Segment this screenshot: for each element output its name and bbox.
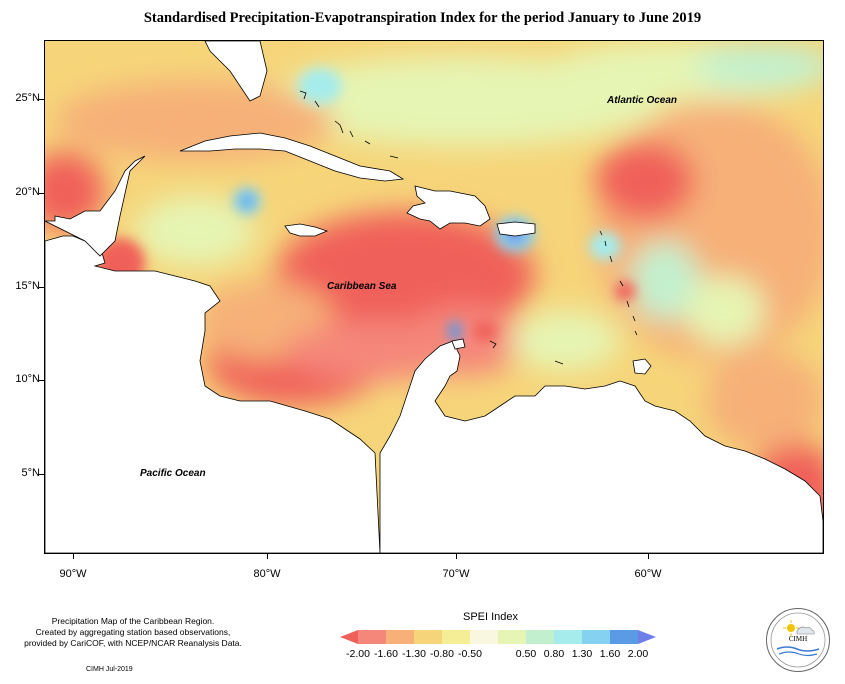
legend-swatch-arrow-low xyxy=(340,630,358,644)
legend-label: -1.60 xyxy=(374,648,398,660)
spei-map: Atlantic Ocean Caribbean Sea Pacific Oce… xyxy=(44,40,824,554)
lat-tickmark xyxy=(39,474,44,475)
legend-label: -0.50 xyxy=(458,648,482,660)
legend-label: 1.30 xyxy=(571,648,593,660)
lon-tickmark xyxy=(456,554,457,559)
lat-tick-20: 20°N xyxy=(15,186,40,198)
credits-line-3: provided by CariCOF, with NCEP/NCAR Rean… xyxy=(24,638,242,648)
lat-tickmark xyxy=(39,380,44,381)
legend-label: 0.80 xyxy=(543,648,565,660)
lat-tickmark xyxy=(39,287,44,288)
lat-tickmark xyxy=(39,193,44,194)
legend-label: 0.50 xyxy=(515,648,537,660)
caribbean-sea-label: Caribbean Sea xyxy=(327,281,397,292)
legend-title: SPEI Index xyxy=(463,611,519,623)
atlantic-ocean-label: Atlantic Ocean xyxy=(607,95,678,106)
spei-map-graphic xyxy=(45,41,823,553)
legend-label: -2.00 xyxy=(346,648,370,660)
lon-tick-90: 90°W xyxy=(59,568,87,580)
legend-swatch xyxy=(526,630,554,644)
lon-tick-80: 80°W xyxy=(253,568,281,580)
legend-swatch xyxy=(610,630,638,644)
lon-tick-70: 70°W xyxy=(442,568,470,580)
lat-tick-5: 5°N xyxy=(21,467,40,479)
lat-tick-25: 25°N xyxy=(15,92,40,104)
legend-swatch xyxy=(442,630,470,644)
lat-tickmark xyxy=(39,99,44,100)
legend-label: -0.80 xyxy=(430,648,454,660)
legend-swatch xyxy=(414,630,442,644)
legend-label: 1.60 xyxy=(599,648,621,660)
lat-tick-15: 15°N xyxy=(15,280,40,292)
legend-swatch xyxy=(554,630,582,644)
legend-swatch xyxy=(498,630,526,644)
credits-date: CIMH Jul-2019 xyxy=(86,666,133,673)
legend-swatch xyxy=(358,630,386,644)
legend-label: 2.00 xyxy=(627,648,649,660)
lon-tickmark xyxy=(267,554,268,559)
legend-colorbar xyxy=(340,630,656,644)
map-title: Standardised Precipitation-Evapotranspir… xyxy=(143,10,702,26)
legend-swatch xyxy=(582,630,610,644)
cimh-logo-icon: CIMH xyxy=(766,608,830,672)
lon-tickmark xyxy=(648,554,649,559)
lon-tick-60: 60°W xyxy=(634,568,662,580)
legend-swatch xyxy=(386,630,414,644)
legend-swatch-arrow-high xyxy=(638,630,656,644)
lat-tick-10: 10°N xyxy=(15,373,40,385)
lon-tickmark xyxy=(73,554,74,559)
credits-line-2: Created by aggregating station based obs… xyxy=(35,627,231,637)
credits-line-1: Precipitation Map of the Caribbean Regio… xyxy=(51,616,215,626)
logo-text: CIMH xyxy=(788,635,808,643)
pacific-ocean-label: Pacific Ocean xyxy=(140,468,206,479)
legend-swatch xyxy=(470,630,498,644)
legend-label: -1.30 xyxy=(402,648,426,660)
sun-icon xyxy=(770,612,826,668)
credits: Precipitation Map of the Caribbean Regio… xyxy=(20,616,246,649)
